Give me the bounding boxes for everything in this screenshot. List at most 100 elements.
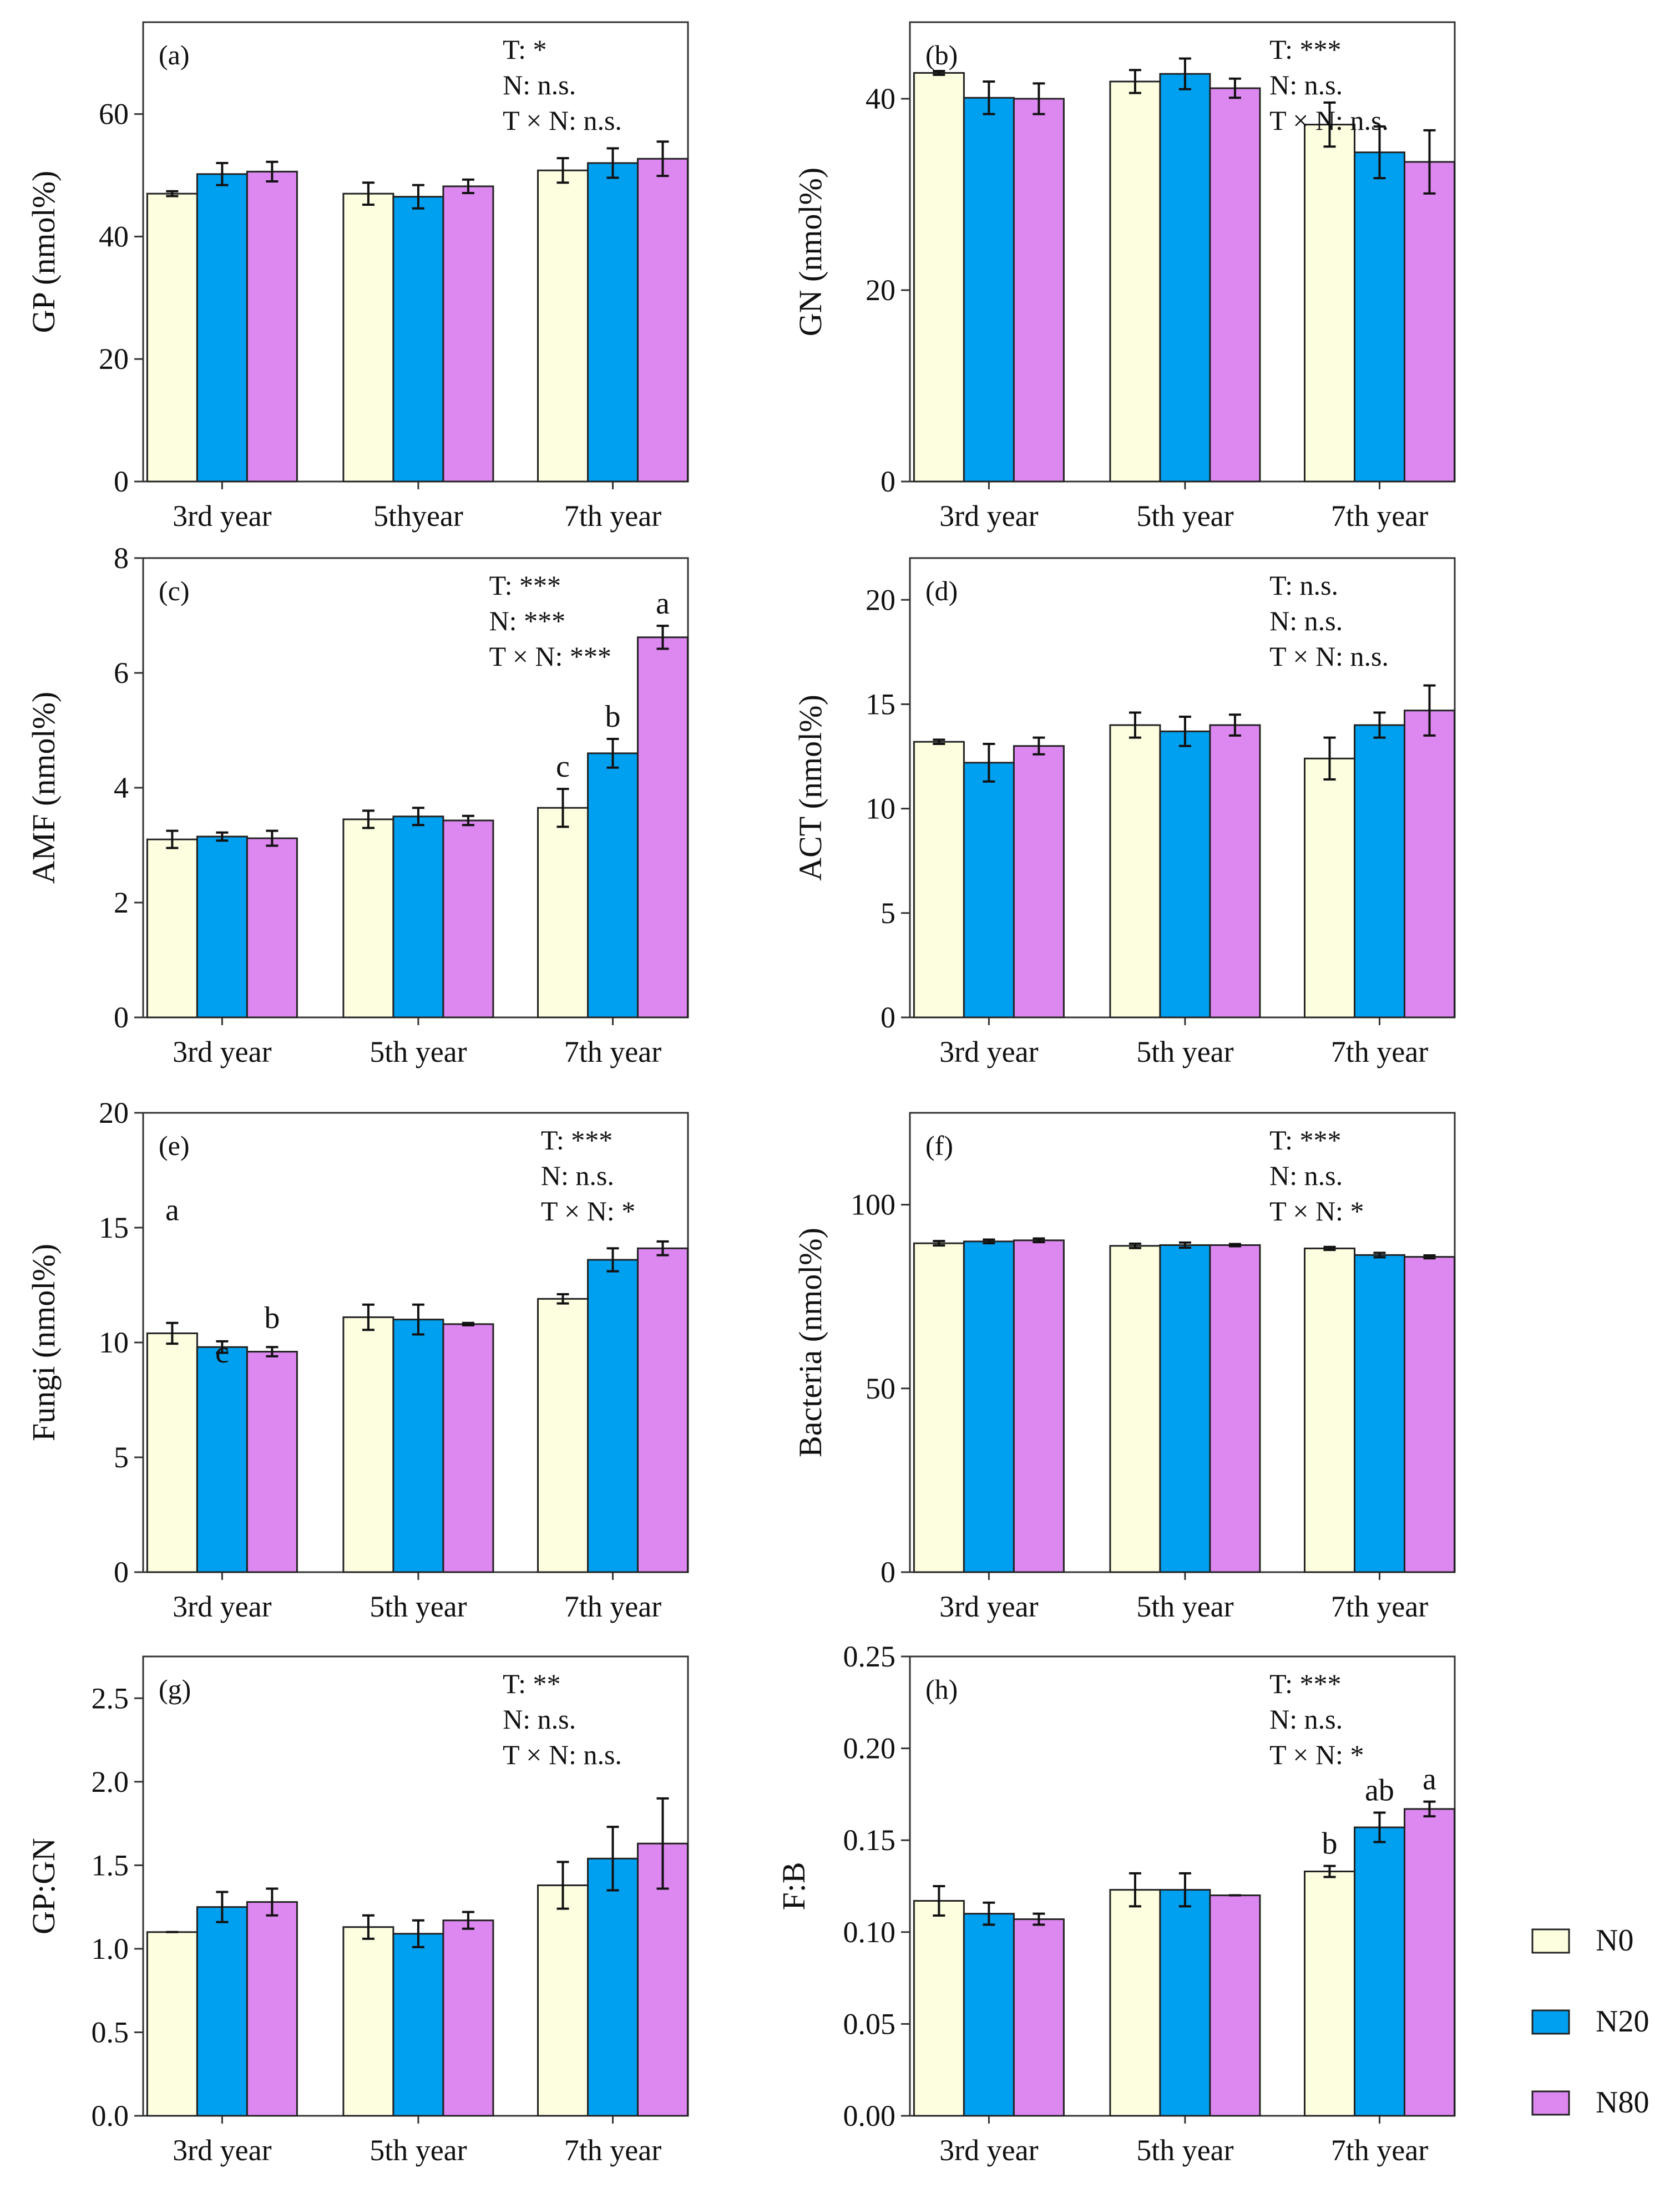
bar	[442, 819, 494, 1019]
legend-label: N80	[1596, 2085, 1649, 2120]
bar	[1109, 1889, 1161, 2117]
bar	[1013, 1918, 1065, 2117]
bar	[146, 1931, 198, 2117]
y-tick-label: 0.10	[843, 1916, 896, 1949]
y-tick-label: 20	[99, 1096, 129, 1129]
x-tick-label: 3rd year	[173, 2134, 271, 2167]
y-tick-label: 20	[866, 583, 895, 616]
stats-annotation: T × N: n.s.	[1269, 641, 1389, 672]
bar	[246, 837, 298, 1019]
stats-annotation: N: n.s.	[1269, 1160, 1343, 1191]
chart-panel-f: 0 50 100 Bacteria (nmol%) 3rd year 5th year 7t…	[792, 1112, 1456, 1623]
bar	[1209, 87, 1261, 483]
stats-annotation: T: n.s.	[1269, 570, 1338, 601]
bar	[1209, 1244, 1261, 1573]
panel-tag: (e)	[159, 1130, 190, 1161]
y-tick-label: 0.05	[843, 2007, 896, 2040]
y-tick-label: 10	[866, 792, 895, 825]
x-tick-label: 3rd year	[939, 2134, 1038, 2167]
bar	[1159, 73, 1211, 483]
bar	[342, 818, 394, 1019]
y-axis-label: AMF (nmol%)	[26, 692, 62, 884]
significance-letter: a	[1423, 1762, 1436, 1797]
y-tick-label: 0	[114, 1001, 129, 1034]
bar	[146, 838, 198, 1019]
y-tick-label: 0	[114, 1556, 129, 1589]
stats-annotation: T: ***	[489, 570, 561, 601]
x-tick-label: 7th year	[564, 1035, 661, 1068]
bar	[1353, 724, 1405, 1019]
y-tick-label: 15	[99, 1211, 129, 1244]
bar	[1109, 1245, 1161, 1573]
bar	[392, 1933, 444, 2117]
bar	[442, 1323, 494, 1573]
bar	[913, 741, 965, 1019]
y-tick-label: 20	[866, 273, 895, 307]
y-tick-label: 50	[866, 1372, 895, 1405]
x-tick-label: 3rd year	[939, 1590, 1038, 1623]
bar	[196, 1906, 248, 2117]
stats-annotation: T × N: *	[1269, 1739, 1364, 1770]
stats-annotation: T × N: *	[541, 1195, 635, 1227]
x-tick-label: 7th year	[1331, 499, 1428, 533]
x-tick-label: 7th year	[1331, 1035, 1428, 1068]
y-tick-label: 1.0	[92, 1932, 129, 1965]
bar	[963, 762, 1015, 1019]
bar	[392, 196, 444, 483]
bar	[636, 1247, 689, 1573]
bar	[1109, 80, 1161, 483]
y-axis-label: GN (nmol%)	[792, 168, 828, 336]
y-tick-label: 5	[114, 1441, 129, 1474]
stats-annotation: T: *	[503, 34, 546, 65]
x-tick-label: 7th year	[1331, 1590, 1428, 1623]
significance-letter: c	[556, 749, 570, 784]
bar	[1353, 1826, 1405, 2117]
stats-annotation: N: n.s.	[1269, 69, 1343, 100]
y-tick-label: 2.0	[92, 1765, 129, 1798]
bar	[1013, 98, 1065, 483]
x-tick-label: 7th year	[564, 2134, 661, 2167]
bar	[537, 1298, 589, 1573]
stats-annotation: N: n.s.	[1269, 1704, 1343, 1735]
y-tick-label: 40	[866, 82, 895, 115]
stats-annotation: T × N: n.s.	[503, 105, 622, 136]
significance-letter: ab	[1365, 1774, 1394, 1808]
bar	[963, 1913, 1015, 2117]
bar	[1303, 1871, 1355, 2117]
y-tick-label: 5	[881, 896, 895, 930]
y-tick-label: 20	[99, 342, 129, 376]
x-tick-label: 5th year	[370, 2134, 467, 2167]
y-tick-label: 0	[881, 465, 895, 498]
x-tick-label: 5th year	[370, 1590, 467, 1623]
legend-label: N20	[1596, 2004, 1649, 2039]
bar	[196, 1346, 248, 1573]
stats-annotation: T × N: n.s.	[1269, 105, 1389, 136]
bar	[246, 1901, 298, 2117]
bar	[537, 807, 589, 1019]
bar	[246, 1351, 298, 1573]
bar	[963, 1240, 1015, 1573]
chart-panel-c: 0 2 4 6 8 AMF (nmol%) 3rd year 5th year 7th year…	[26, 541, 689, 1068]
panel-tag: (d)	[925, 575, 958, 606]
x-tick-label: 5th year	[1136, 1590, 1233, 1623]
x-tick-label: 3rd year	[173, 1035, 271, 1068]
x-tick-label: 5th year	[370, 1035, 467, 1068]
bar	[636, 636, 689, 1019]
bar	[392, 1319, 444, 1573]
stats-annotation: N: n.s.	[503, 1704, 576, 1735]
stats-annotation: T × N: ***	[489, 641, 611, 672]
x-tick-label: 5th year	[1136, 1035, 1233, 1068]
panel-tag: (g)	[159, 1674, 191, 1705]
bar	[537, 169, 589, 483]
panel-tag: (a)	[159, 39, 190, 70]
bar	[1403, 161, 1455, 483]
bar	[442, 1919, 494, 2117]
bar	[1303, 757, 1355, 1019]
y-axis-label: Bacteria (nmol%)	[792, 1228, 828, 1457]
bar	[342, 1316, 394, 1573]
bar	[1353, 151, 1405, 483]
bar	[196, 835, 248, 1019]
x-tick-label: 3rd year	[939, 1035, 1038, 1068]
y-tick-label: 2	[114, 886, 129, 919]
